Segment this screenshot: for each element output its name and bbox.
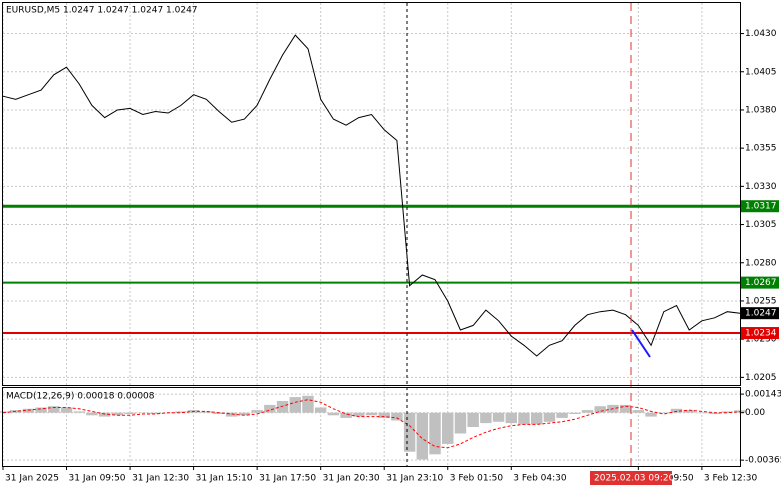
level-label: 1.0234 bbox=[745, 329, 777, 339]
x-tick-label: 31 Jan 17:50 bbox=[259, 474, 316, 484]
macd-bar bbox=[238, 412, 251, 416]
y-tick-label: 1.0355 bbox=[745, 144, 777, 154]
macd-bar bbox=[213, 412, 225, 414]
level-label-box bbox=[741, 307, 779, 320]
macd-bar bbox=[276, 401, 289, 413]
macd-bar bbox=[48, 406, 60, 413]
level-label: 1.0247 bbox=[745, 309, 777, 319]
macd-bar bbox=[340, 412, 352, 418]
macd-bar bbox=[442, 412, 454, 444]
macd-bar bbox=[467, 412, 479, 427]
main-pane-frame bbox=[2, 2, 741, 386]
macd-bar bbox=[314, 407, 327, 413]
level-label: 1.0317 bbox=[745, 202, 777, 212]
macd-pane-frame bbox=[2, 387, 741, 467]
macd-bar bbox=[137, 412, 149, 414]
macd-bar bbox=[581, 410, 594, 413]
macd-bar bbox=[645, 412, 657, 417]
y-tick-label: 1.0205 bbox=[745, 373, 777, 383]
macd-bar bbox=[289, 397, 301, 413]
y-tick-label: 1.0380 bbox=[745, 105, 777, 115]
macd-bar bbox=[505, 412, 517, 424]
macd-bar bbox=[73, 411, 85, 413]
macd-bar bbox=[124, 412, 136, 414]
macd-bar bbox=[0, 411, 9, 413]
macd-bar bbox=[226, 412, 238, 417]
macd-bar bbox=[200, 411, 213, 413]
macd-bar bbox=[264, 404, 276, 413]
macd-bar bbox=[365, 412, 378, 416]
macd-bar bbox=[569, 412, 581, 414]
labels: 31 Jan 2025 31 Jan 09:50 31 Jan 12:30 31 Ja… bbox=[2, 29, 781, 485]
macd-bar bbox=[403, 412, 416, 452]
y-tick-label: 1.0305 bbox=[745, 220, 777, 230]
crosshair-label: 2025.02.03 09:20 bbox=[594, 474, 675, 484]
grid bbox=[2, 3, 740, 466]
macd-bar bbox=[251, 410, 263, 413]
macd-bar bbox=[530, 412, 543, 425]
level-label-box bbox=[741, 200, 779, 213]
macd-bar bbox=[619, 404, 632, 413]
plot bbox=[0, 34, 746, 460]
x-tick-label: 3 Feb 12:30 bbox=[704, 474, 758, 484]
macd-bar bbox=[708, 412, 721, 414]
macd-bar bbox=[454, 412, 467, 434]
y-tick-label: 1.0280 bbox=[745, 258, 777, 268]
macd-bar bbox=[632, 410, 645, 413]
macd-bar bbox=[175, 411, 187, 413]
trend-arrow bbox=[631, 329, 651, 358]
x-tick-label: 31 Jan 15:10 bbox=[196, 474, 253, 484]
macd-bar bbox=[35, 407, 47, 413]
level-label-box bbox=[741, 327, 779, 340]
y-tick-label: 0.00 bbox=[745, 408, 765, 418]
signal-line bbox=[2, 399, 741, 449]
macd-bar bbox=[492, 412, 505, 422]
macd-title: MACD(12,26,9) 0.00018 0.00008 bbox=[6, 392, 155, 402]
macd-bar bbox=[429, 412, 441, 455]
y-tick-label: 1.0405 bbox=[745, 67, 777, 77]
level-label: 1.0267 bbox=[745, 278, 777, 288]
macd-bar bbox=[543, 412, 556, 422]
x-tick-label: 3 Feb 01:50 bbox=[450, 474, 504, 484]
macd-bar bbox=[683, 410, 695, 413]
macd-bar bbox=[658, 412, 670, 414]
macd-bar bbox=[378, 412, 390, 418]
chart-title: EURUSD,M5 1.0247 1.0247 1.0247 1.0247 bbox=[6, 6, 198, 16]
macd-bar bbox=[696, 412, 708, 414]
x-tick-label: 31 Jan 2025 bbox=[5, 474, 59, 484]
macd-bar bbox=[60, 407, 73, 413]
macd-bar bbox=[670, 408, 683, 413]
macd-bar bbox=[302, 395, 314, 413]
y-tick-label: 1.0255 bbox=[745, 296, 777, 306]
price-line bbox=[2, 34, 741, 357]
macd-bar bbox=[327, 412, 340, 416]
macd-bar bbox=[594, 406, 606, 413]
macd-bar bbox=[518, 412, 530, 425]
x-tick-label: 3 Feb 04:30 bbox=[513, 474, 567, 484]
macd-bar bbox=[22, 408, 35, 413]
y-tick-label: 1.0330 bbox=[745, 182, 777, 192]
crosshair-label-box bbox=[590, 471, 672, 485]
level-label-box bbox=[741, 276, 779, 289]
y-tick-label: 0.00143 bbox=[745, 390, 781, 400]
macd-bar bbox=[480, 412, 492, 424]
macd-bar bbox=[556, 412, 568, 418]
macd-bar bbox=[149, 412, 162, 414]
y-tick-label: -0.00365 bbox=[745, 456, 781, 466]
macd-bar bbox=[353, 412, 365, 417]
y-tick-label: 1.0430 bbox=[745, 29, 777, 39]
x-tick-label: 31 Jan 12:30 bbox=[132, 474, 189, 484]
macd-bar bbox=[416, 412, 429, 460]
x-tick-label: 31 Jan 09:50 bbox=[69, 474, 126, 484]
y-tick-label: 1.0230 bbox=[745, 335, 777, 345]
macd-bar bbox=[98, 412, 111, 417]
macd-bar bbox=[86, 412, 98, 416]
x-tick-label: 31 Jan 23:10 bbox=[386, 474, 443, 484]
x-tick-label: 31 Jan 20:30 bbox=[323, 474, 380, 484]
macd-bar bbox=[391, 412, 403, 421]
macd-bar bbox=[111, 412, 124, 416]
macd-bar bbox=[721, 411, 734, 413]
